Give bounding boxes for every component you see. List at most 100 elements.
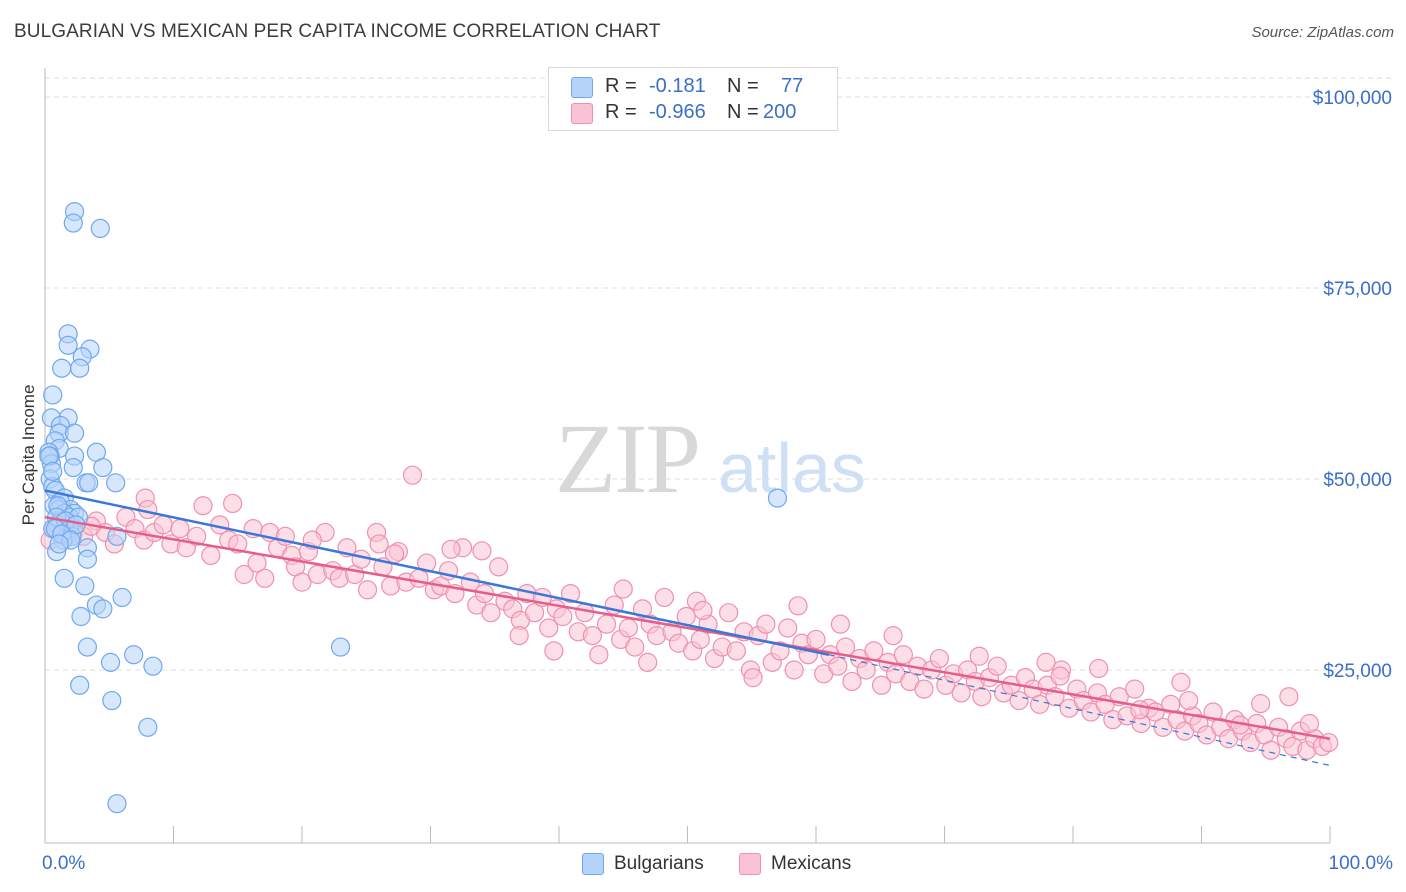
legend-label-mexicans: Mexicans bbox=[771, 853, 852, 874]
legend-n-value: 200 bbox=[763, 101, 797, 123]
data-point-mexicans bbox=[778, 618, 798, 638]
data-point-mexicans bbox=[193, 496, 213, 516]
data-point-mexicans bbox=[693, 600, 713, 621]
data-point-bulgarians bbox=[64, 423, 85, 443]
data-point-mexicans bbox=[1125, 679, 1145, 699]
data-point-mexicans bbox=[1299, 713, 1320, 734]
data-point-mexicans bbox=[441, 539, 461, 559]
data-point-mexicans bbox=[489, 557, 509, 577]
data-point-mexicans bbox=[509, 626, 529, 646]
data-point-bulgarians bbox=[49, 534, 69, 554]
data-point-mexicans bbox=[369, 534, 389, 554]
data-point-mexicans bbox=[170, 519, 190, 539]
data-point-bulgarians bbox=[63, 457, 83, 478]
data-point-mexicans bbox=[234, 564, 254, 585]
chart-title: BULGARIAN VS MEXICAN PER CAPITA INCOME C… bbox=[14, 21, 661, 42]
data-point-mexicans bbox=[929, 648, 949, 669]
data-point-mexicans bbox=[596, 614, 617, 634]
data-point-mexicans bbox=[969, 646, 989, 666]
data-point-mexicans bbox=[719, 603, 739, 623]
data-point-mexicans bbox=[613, 579, 633, 599]
data-point-bulgarians bbox=[106, 473, 126, 493]
y-tick-label: $100,000 bbox=[1313, 88, 1392, 109]
data-point-mexicans bbox=[524, 603, 545, 623]
y-tick-label: $25,000 bbox=[1323, 661, 1392, 682]
data-point-bulgarians bbox=[107, 526, 127, 546]
data-point-bulgarians bbox=[143, 656, 163, 676]
data-point-mexicans bbox=[654, 587, 674, 608]
data-point-mexicans bbox=[618, 618, 638, 638]
data-point-mexicans bbox=[625, 637, 645, 657]
data-point-bulgarians bbox=[52, 358, 72, 378]
data-point-mexicans bbox=[553, 606, 573, 627]
legend-row-bulgarians: R = -0.181 N = 77 bbox=[571, 75, 803, 99]
data-point-mexicans bbox=[575, 603, 595, 623]
watermark-zip: ZIP bbox=[555, 403, 699, 514]
y-tick-label: $75,000 bbox=[1323, 279, 1392, 300]
legend-r-value: -0.966 bbox=[649, 101, 706, 123]
data-point-mexicans bbox=[1261, 740, 1281, 760]
data-point-mexicans bbox=[1251, 694, 1271, 714]
data-point-mexicans bbox=[806, 629, 826, 650]
legend-r-label: R = bbox=[605, 101, 637, 123]
legend-swatch-bulgarians bbox=[571, 77, 593, 98]
trendline-bulgarians-extension bbox=[828, 654, 1331, 767]
x-tick-label: 100.0% bbox=[1329, 853, 1394, 874]
x-tick-label: 0.0% bbox=[42, 853, 85, 874]
legend-item-mexicans[interactable]: Mexicans bbox=[739, 853, 869, 877]
data-point-bulgarians bbox=[90, 218, 110, 239]
data-point-mexicans bbox=[472, 541, 492, 561]
data-point-mexicans bbox=[756, 614, 776, 634]
watermark-atlas: atlas bbox=[718, 429, 866, 507]
data-point-mexicans bbox=[987, 656, 1007, 676]
correlation-legend: R = -0.181 N = 77 R = -0.966 N = 200 bbox=[548, 67, 838, 131]
legend-r-label: R = bbox=[605, 75, 637, 97]
data-point-mexicans bbox=[153, 515, 173, 535]
data-point-mexicans bbox=[788, 596, 808, 616]
data-point-bulgarians bbox=[75, 576, 95, 596]
data-point-bulgarians bbox=[71, 606, 91, 627]
data-point-bulgarians bbox=[100, 652, 121, 672]
trendline-bulgarians bbox=[44, 489, 830, 656]
data-point-mexicans bbox=[589, 645, 609, 665]
data-point-mexicans bbox=[726, 641, 746, 661]
y-tick-label: $50,000 bbox=[1323, 470, 1392, 491]
data-point-mexicans bbox=[914, 679, 934, 699]
legend-label-bulgarians: Bulgarians bbox=[614, 853, 704, 874]
trendlines bbox=[44, 489, 1331, 767]
watermark: ZIP atlas bbox=[555, 403, 866, 514]
data-point-mexicans bbox=[883, 626, 903, 646]
data-point-bulgarians bbox=[93, 599, 113, 619]
data-point-mexicans bbox=[828, 656, 848, 676]
data-point-mexicans bbox=[187, 526, 207, 546]
data-point-mexicans bbox=[384, 544, 405, 564]
data-point-mexicans bbox=[1089, 658, 1109, 679]
data-point-bulgarians bbox=[330, 637, 351, 657]
data-point-mexicans bbox=[560, 583, 581, 604]
data-point-mexicans bbox=[402, 465, 423, 485]
data-point-mexicans bbox=[1050, 666, 1070, 686]
data-point-mexicans bbox=[1179, 690, 1199, 711]
data-point-mexicans bbox=[1203, 702, 1223, 722]
tick-labels: $100,000 $75,000 $50,000 $25,000 0.0% 100.0% bbox=[42, 88, 1393, 874]
data-point-mexicans bbox=[638, 652, 658, 672]
y-axis-title: Per Capita Income bbox=[19, 385, 38, 526]
data-point-bulgarians bbox=[767, 488, 788, 508]
data-point-mexicans bbox=[1130, 700, 1150, 720]
data-point-bulgarians bbox=[93, 457, 113, 478]
data-point-mexicans bbox=[784, 660, 804, 680]
legend-item-bulgarians[interactable]: Bulgarians bbox=[582, 853, 712, 877]
data-point-mexicans bbox=[632, 599, 653, 619]
data-point-bulgarians bbox=[79, 473, 99, 493]
data-point-bulgarians bbox=[107, 794, 127, 814]
data-point-mexicans bbox=[1279, 687, 1299, 707]
legend-swatch-bulgarians bbox=[582, 853, 604, 875]
data-point-bulgarians bbox=[63, 213, 83, 233]
data-point-bulgarians bbox=[43, 385, 63, 405]
data-point-bulgarians bbox=[58, 335, 78, 355]
chart-source: Source: ZipAtlas.com bbox=[1251, 24, 1394, 41]
data-point-mexicans bbox=[223, 493, 243, 514]
data-point-mexicans bbox=[255, 568, 275, 588]
data-point-mexicans bbox=[1171, 672, 1191, 692]
